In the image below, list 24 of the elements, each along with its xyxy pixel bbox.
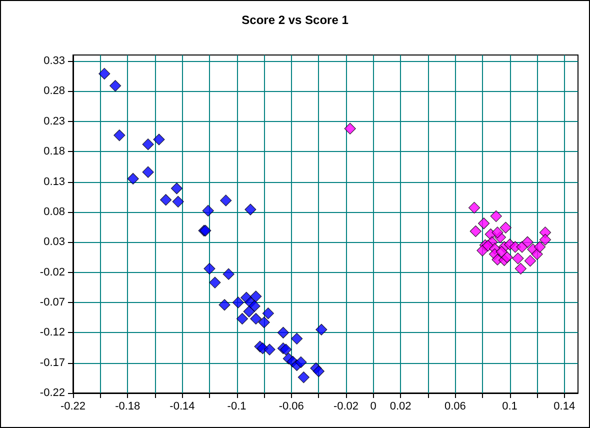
x-tick-label: 0.06 — [444, 400, 466, 412]
y-tick-label: -0.02 — [40, 266, 65, 278]
y-tick-label: 0.23 — [44, 115, 65, 128]
x-tick-label: -0.02 — [333, 400, 359, 412]
y-tick-label: 0.18 — [44, 146, 65, 158]
x-tick-label: -0.18 — [115, 400, 140, 412]
x-tick-label: -0.22 — [60, 400, 86, 412]
x-tick-label: -0.14 — [170, 400, 195, 412]
y-tick-label: -0.12 — [40, 326, 65, 339]
y-tick-label: 0.33 — [44, 55, 65, 68]
y-tick-label: 0.08 — [44, 206, 65, 218]
x-tick-label: -0.06 — [278, 400, 304, 412]
y-tick-label: -0.17 — [40, 356, 65, 369]
y-tick-label: -0.07 — [40, 296, 65, 308]
x-tick-label: 0.1 — [502, 400, 518, 412]
x-tick-label: 0.02 — [390, 400, 412, 412]
y-tick-label: 0.13 — [44, 176, 65, 188]
y-tick-label: 0.28 — [44, 85, 65, 98]
x-tick-label: -0.1 — [227, 400, 246, 412]
y-tick-label: -0.22 — [40, 387, 65, 399]
x-tick-label: 0.14 — [554, 400, 576, 412]
y-tick-label: 0.03 — [44, 236, 65, 248]
x-tick-label: 0 — [370, 400, 376, 412]
chart-title: Score 2 vs Score 1 — [242, 13, 349, 27]
